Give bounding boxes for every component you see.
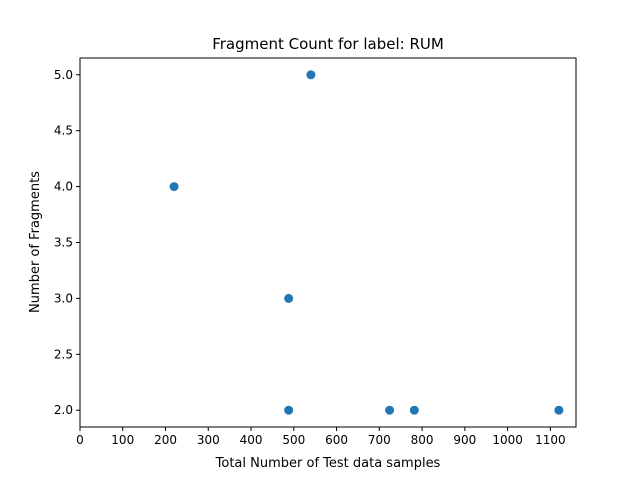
y-tick-label-2: 3.0	[54, 291, 73, 305]
scatter-point-0-6	[554, 405, 564, 415]
x-axis-label: Total Number of Test data samples	[215, 456, 441, 471]
x-tick-label-10: 1000	[492, 433, 523, 447]
x-tick-label-9: 900	[453, 433, 476, 447]
y-tick-label-4: 4.0	[54, 180, 73, 194]
x-tick-label-1: 100	[111, 433, 134, 447]
x-tick-label-8: 800	[411, 433, 434, 447]
y-tick-label-6: 5.0	[54, 68, 73, 82]
y-axis: 2.0 2.5 3.0 3.5 4.0 4.5 5.0	[54, 68, 80, 417]
plot-frame	[79, 57, 577, 428]
y-axis-label: Number of Fragments	[28, 171, 43, 313]
x-tick-label-11: 1100	[535, 433, 566, 447]
y-tick-label-5: 4.5	[54, 124, 73, 138]
plot-area	[169, 70, 564, 415]
x-tick-label-7: 700	[368, 433, 391, 447]
chart-title: Fragment Count for label: RUM	[212, 35, 444, 53]
scatter-point-0-4	[385, 405, 395, 415]
scatter-point-0-2	[284, 293, 294, 303]
x-tick-label-4: 400	[240, 433, 263, 447]
x-tick-label-3: 300	[197, 433, 220, 447]
x-tick-label-0: 0	[76, 433, 84, 447]
scatter-point-0-5	[409, 405, 419, 415]
x-tick-label-5: 500	[282, 433, 305, 447]
y-tick-label-3: 3.5	[54, 236, 73, 250]
y-tick-label-1: 2.5	[54, 347, 73, 361]
scatter-point-0-1	[306, 70, 316, 80]
x-tick-label-6: 600	[325, 433, 348, 447]
x-axis: 0 100 200 300 400 500 600 700 800 900 1000 1100	[76, 427, 566, 447]
y-tick-label-0: 2.0	[54, 403, 73, 417]
scatter-point-0-0	[169, 182, 179, 192]
x-tick-label-2: 200	[154, 433, 177, 447]
scatter-point-0-3	[284, 405, 294, 415]
